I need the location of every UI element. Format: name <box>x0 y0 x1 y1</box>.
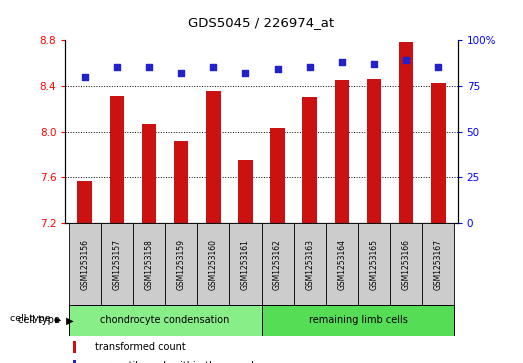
Point <box>209 65 218 70</box>
Bar <box>358 223 390 305</box>
Bar <box>101 223 133 305</box>
Text: chondrocyte condensation: chondrocyte condensation <box>100 315 230 325</box>
Text: cell type: cell type <box>10 314 50 323</box>
Point <box>241 70 249 76</box>
Bar <box>69 223 101 305</box>
Bar <box>142 123 156 223</box>
Bar <box>73 360 76 363</box>
Bar <box>390 223 422 305</box>
Text: ▶: ▶ <box>63 315 73 325</box>
Point <box>112 65 121 70</box>
Bar <box>238 160 253 223</box>
Bar <box>110 96 124 223</box>
Text: GSM1253160: GSM1253160 <box>209 238 218 290</box>
Point <box>338 59 346 65</box>
Point <box>145 65 153 70</box>
Bar <box>165 223 197 305</box>
Text: GSM1253162: GSM1253162 <box>273 238 282 290</box>
Bar <box>174 141 188 223</box>
Text: GSM1253156: GSM1253156 <box>80 238 89 290</box>
Bar <box>133 223 165 305</box>
Bar <box>206 91 221 223</box>
Bar <box>293 223 326 305</box>
Bar <box>302 97 317 223</box>
Text: remaining limb cells: remaining limb cells <box>309 315 407 325</box>
Point <box>402 57 411 63</box>
Text: GSM1253157: GSM1253157 <box>112 238 121 290</box>
Text: GSM1253163: GSM1253163 <box>305 238 314 290</box>
Text: percentile rank within the sample: percentile rank within the sample <box>95 361 260 363</box>
Text: GSM1253164: GSM1253164 <box>337 238 346 290</box>
Bar <box>367 79 381 223</box>
Point <box>370 61 378 67</box>
Bar <box>69 305 262 336</box>
Bar <box>335 80 349 223</box>
Point <box>177 70 185 76</box>
Bar <box>262 305 454 336</box>
Bar <box>399 42 413 223</box>
Text: GDS5045 / 226974_at: GDS5045 / 226974_at <box>188 16 335 29</box>
Point <box>434 65 442 70</box>
Bar <box>262 223 293 305</box>
Bar <box>431 83 446 223</box>
Bar <box>270 128 285 223</box>
Point <box>274 66 282 72</box>
Text: GSM1253166: GSM1253166 <box>402 238 411 290</box>
Bar <box>326 223 358 305</box>
Point <box>305 65 314 70</box>
Bar <box>230 223 262 305</box>
Bar <box>197 223 230 305</box>
Text: transformed count: transformed count <box>95 342 186 352</box>
Bar <box>422 223 454 305</box>
Text: GSM1253161: GSM1253161 <box>241 238 250 290</box>
Text: GSM1253159: GSM1253159 <box>177 238 186 290</box>
Text: GSM1253165: GSM1253165 <box>370 238 379 290</box>
Text: cell type: cell type <box>18 315 63 325</box>
Text: GSM1253158: GSM1253158 <box>144 238 153 290</box>
Bar <box>73 341 76 353</box>
Bar <box>77 181 92 223</box>
Point <box>81 74 89 79</box>
Text: GSM1253167: GSM1253167 <box>434 238 443 290</box>
